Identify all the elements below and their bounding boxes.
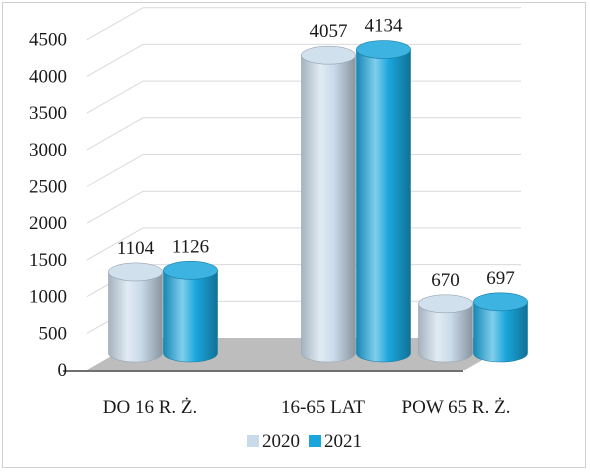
x-tick-label: DO 16 R. Ż. xyxy=(103,397,197,418)
legend-label: 2020 xyxy=(262,431,300,452)
y-tick-label: 1000 xyxy=(29,287,67,308)
bar-top xyxy=(301,45,356,65)
bar-body xyxy=(473,301,528,363)
bar-top xyxy=(356,40,411,59)
legend-swatch xyxy=(309,435,321,447)
legend-swatch xyxy=(247,435,259,447)
legend-item-2020: 2020 xyxy=(247,431,300,452)
bar-top xyxy=(418,294,473,314)
bar-top xyxy=(163,261,218,280)
y-tick-label: 3500 xyxy=(29,103,67,124)
bar-body xyxy=(163,270,218,363)
bars-layer xyxy=(108,40,528,363)
data-label: 670 xyxy=(431,270,460,291)
bar-2020-2 xyxy=(418,294,473,363)
x-axis: DO 16 R. Ż. 16-65 LAT POW 65 R. Ż. xyxy=(103,397,511,418)
y-axis: 0 500 1000 1500 2000 2500 3000 3500 4000 4500 xyxy=(29,30,67,381)
grid-layer xyxy=(86,7,521,334)
data-label: 1104 xyxy=(117,238,155,259)
bar-2020-0 xyxy=(108,262,163,363)
bar-body xyxy=(418,303,473,363)
bar-body xyxy=(301,54,356,363)
bar-chart: 0 500 1000 1500 2000 2500 3000 3500 4000 4500 110… xyxy=(29,7,528,452)
y-tick-label: 500 xyxy=(39,323,68,344)
y-tick-label: 2500 xyxy=(29,177,67,198)
y-tick-label: 3000 xyxy=(29,140,67,161)
data-labels-layer: 1104 4057 670 1126 4134 697 xyxy=(117,16,515,291)
chart-frame: 0 500 1000 1500 2000 2500 3000 3500 4000 4500 110… xyxy=(2,2,586,468)
bar-2021-0 xyxy=(163,261,218,363)
bar-top xyxy=(108,262,163,282)
bar-top xyxy=(473,292,528,312)
bar-body xyxy=(108,271,163,363)
data-label: 697 xyxy=(486,268,515,289)
bar-2021-1 xyxy=(356,40,411,363)
legend-item-2021: 2021 xyxy=(309,431,362,452)
bar-2020-1 xyxy=(301,45,356,363)
x-tick-label: POW 65 R. Ż. xyxy=(402,397,511,418)
data-label: 1126 xyxy=(172,236,209,257)
bar-body xyxy=(356,49,411,363)
y-tick-label: 1500 xyxy=(29,250,67,271)
bar-2021-2 xyxy=(473,292,528,363)
data-label: 4057 xyxy=(310,21,348,42)
x-tick-label: 16-65 LAT xyxy=(281,397,365,418)
y-tick-label: 0 xyxy=(58,360,68,381)
data-label: 4134 xyxy=(365,16,404,37)
y-tick-label: 4500 xyxy=(29,30,67,51)
legend: 2020 2021 xyxy=(247,431,362,452)
y-tick-label: 4000 xyxy=(29,66,67,87)
gridline xyxy=(86,7,521,41)
y-tick-label: 2000 xyxy=(29,213,67,234)
legend-label: 2021 xyxy=(324,431,362,452)
